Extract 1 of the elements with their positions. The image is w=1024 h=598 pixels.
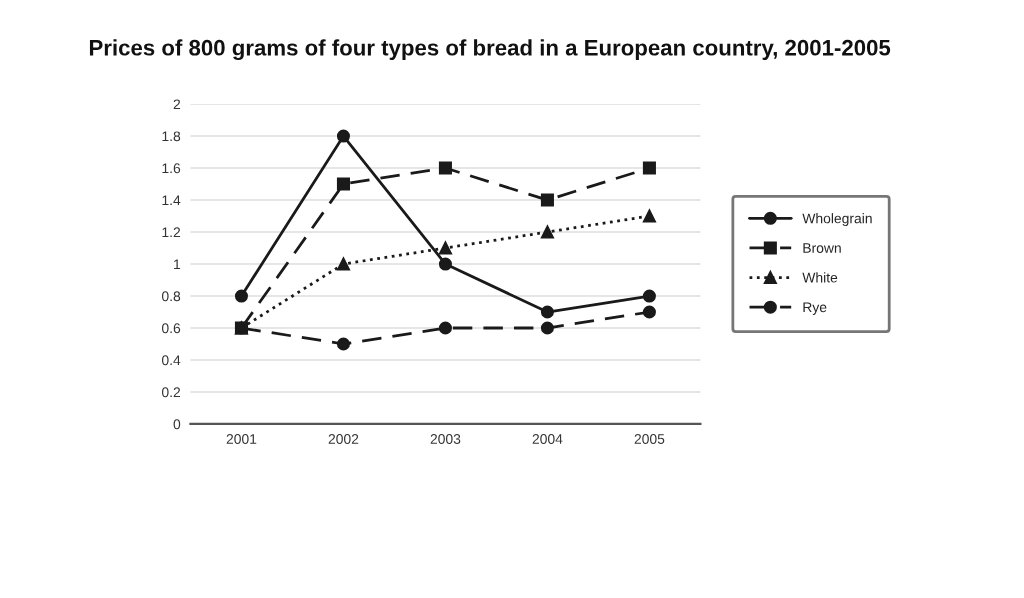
chart-title: Prices of 800 grams of four types of bread in a European country, 2001-2005 <box>89 39 891 61</box>
